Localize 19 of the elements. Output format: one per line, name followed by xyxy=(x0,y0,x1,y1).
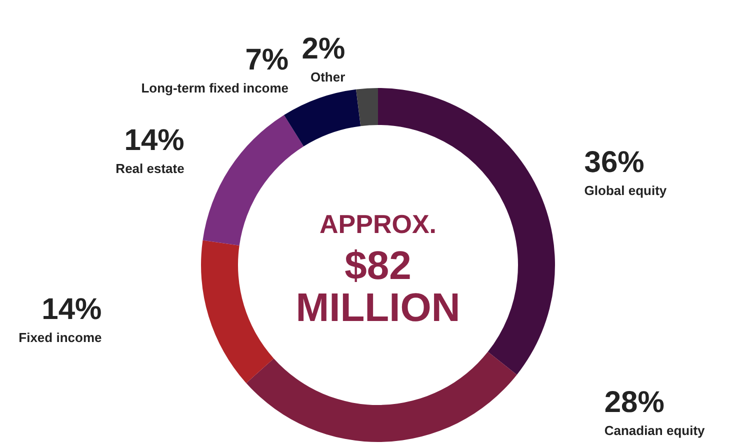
slice-label: Real estate xyxy=(116,161,184,176)
slice-label: Canadian equity xyxy=(604,423,706,438)
donut-slice xyxy=(246,352,517,442)
donut-slice xyxy=(202,115,304,246)
data-label: 28% xyxy=(604,386,664,419)
slice-label: Long-term fixed income xyxy=(141,80,289,96)
text: APPROX. xyxy=(319,209,437,239)
slice-label: Other xyxy=(310,69,346,84)
data-label: 7% xyxy=(245,44,289,77)
slice-label: Fixed income xyxy=(18,330,102,345)
donut-slice xyxy=(201,240,274,384)
data-label: 14% xyxy=(124,124,184,158)
slice-label: Global equity xyxy=(584,182,668,198)
data-label: 2% xyxy=(302,32,346,66)
data-label: 36% xyxy=(584,146,644,179)
donut-slice xyxy=(356,88,378,126)
text: MILLION xyxy=(296,286,460,330)
text: $82 xyxy=(344,244,412,288)
data-label: 14% xyxy=(42,292,102,326)
